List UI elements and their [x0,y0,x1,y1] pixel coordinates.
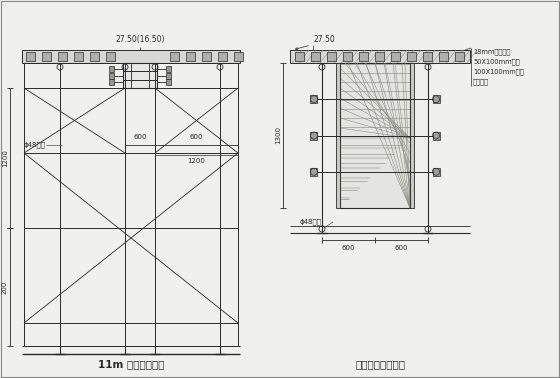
Bar [455,52,464,61]
Text: 可调顶托: 可调顶托 [473,79,489,85]
Bar [295,52,304,61]
Text: 梁横向支模大样图: 梁横向支模大样图 [355,359,405,369]
Text: 600: 600 [190,134,203,140]
Bar [340,63,410,208]
Bar [410,63,414,208]
Bar [433,95,440,103]
Bar [109,66,114,72]
Bar [26,52,35,61]
Bar [359,52,368,61]
Bar [74,52,83,61]
Text: 18mm厚九夹板: 18mm厚九夹板 [473,49,510,55]
Text: 27.50: 27.50 [313,35,335,44]
Bar [439,52,448,61]
Text: 600: 600 [342,245,355,251]
Text: 100X100mm方木: 100X100mm方木 [473,69,524,75]
Text: 600: 600 [395,245,408,251]
Bar [391,52,400,61]
Text: 11m 高模架示意图: 11m 高模架示意图 [98,359,164,369]
Text: 200: 200 [2,280,8,294]
Text: 1200: 1200 [2,149,8,167]
Bar [90,52,99,61]
Bar [166,73,171,79]
Text: 600: 600 [133,134,147,140]
Bar [166,66,171,72]
Bar [186,52,195,61]
Bar [123,63,157,88]
Bar [42,52,51,61]
Bar [170,52,179,61]
Bar [22,50,240,63]
Bar [58,52,67,61]
Bar [407,52,416,61]
Bar [109,73,114,79]
Bar [218,52,227,61]
Bar [433,168,440,176]
Text: 1200: 1200 [188,158,206,164]
Bar [109,79,114,85]
Bar [310,132,317,139]
Bar [202,52,211,61]
Text: 1300: 1300 [275,127,281,144]
Bar [310,168,317,176]
Bar [310,95,317,103]
Bar [106,52,115,61]
Bar [336,63,340,208]
Bar [166,79,171,85]
Text: 27.50(16.50): 27.50(16.50) [115,35,165,44]
Text: 50X100mm方木: 50X100mm方木 [473,59,520,65]
Bar [234,52,243,61]
Bar [311,52,320,61]
Text: ϕ48钢管: ϕ48钢管 [24,142,46,148]
Text: ϕ48钢管: ϕ48钢管 [300,219,322,225]
Bar [343,52,352,61]
Bar [290,50,470,63]
Bar [423,52,432,61]
Bar [327,52,336,61]
Bar [375,52,384,61]
Bar [433,132,440,139]
